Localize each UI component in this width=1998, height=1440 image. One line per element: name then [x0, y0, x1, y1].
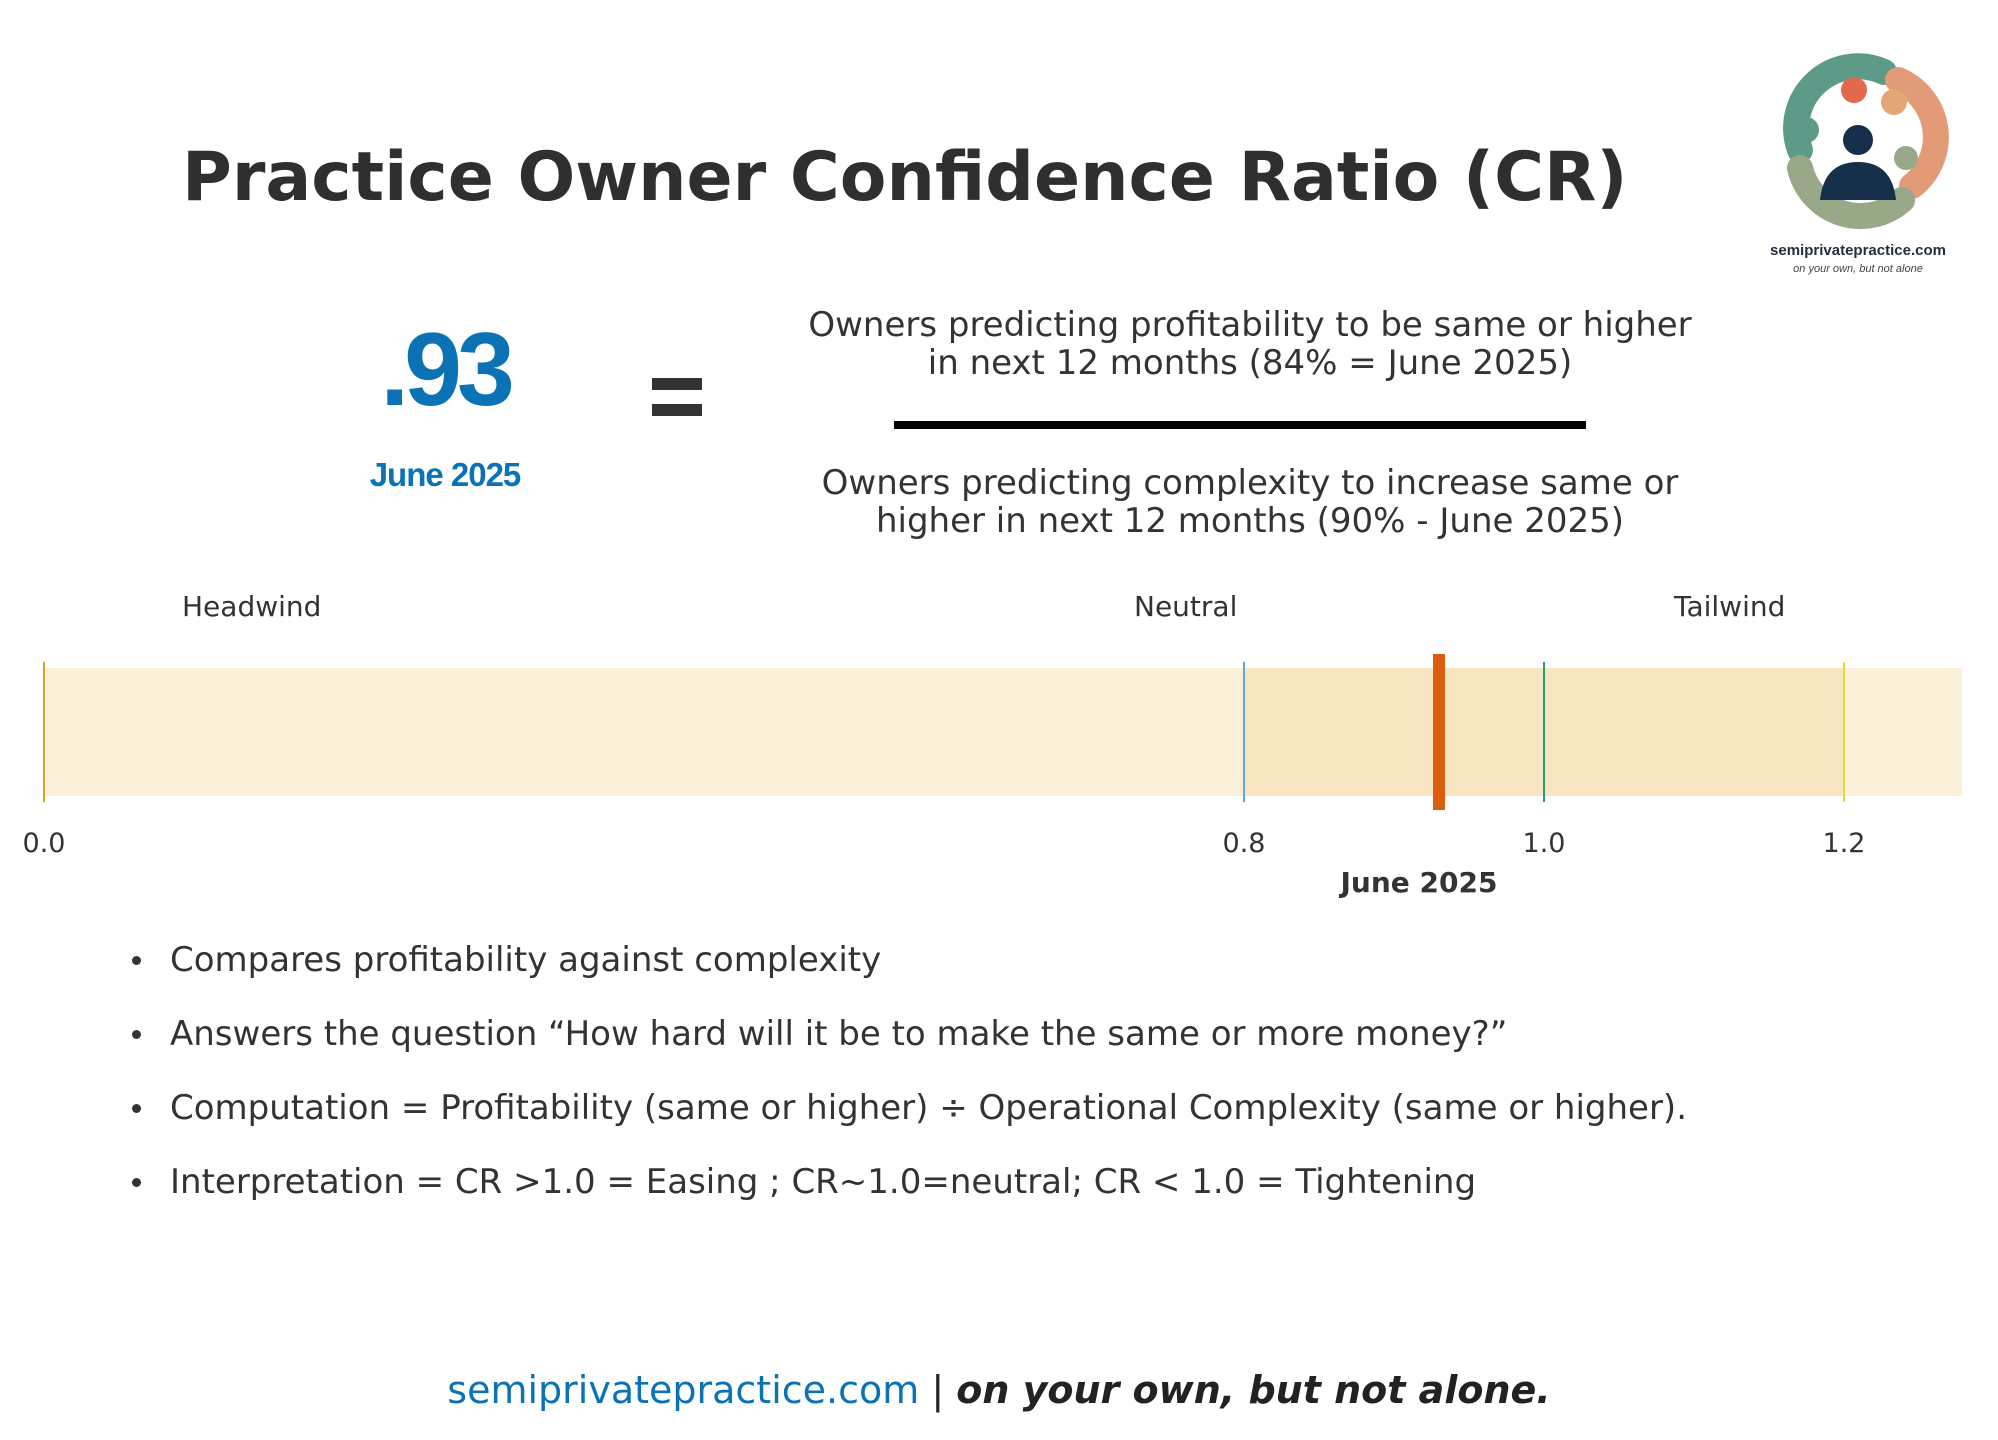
- gauge-marker-label: June 2025: [1339, 866, 1498, 899]
- denominator-line-1: Owners predicting complexity to increase…: [821, 463, 1679, 503]
- ratio-value: .93: [380, 312, 515, 428]
- equals-sign: [652, 378, 702, 416]
- footer: semiprivatepractice.com | on your own, b…: [0, 1368, 1998, 1412]
- ratio-date: June 2025: [369, 456, 522, 493]
- bullet-dot-icon: [132, 956, 141, 965]
- gauge-tick-label: 1.2: [1823, 828, 1866, 859]
- bullet-item: Computation = Profitability (same or hig…: [130, 1088, 1687, 1162]
- bullet-item: Answers the question “How hard will it b…: [130, 1014, 1687, 1088]
- fraction-denominator: Owners predicting complexity to increase…: [760, 464, 1740, 540]
- bullet-list: Compares profitability against complexit…: [130, 940, 1687, 1236]
- bullet-dot-icon: [132, 1030, 141, 1039]
- footer-separator: |: [919, 1368, 957, 1412]
- logo: semiprivatepractice.com on your own, but…: [1752, 50, 1964, 290]
- confidence-gauge: 0.00.81.01.21.5June 2025: [23, 654, 1962, 899]
- numerator-line-2: in next 12 months (84% = June 2025): [927, 343, 1573, 383]
- page-title: Practice Owner Confidence Ratio (CR): [182, 138, 1628, 217]
- gauge-tick-label: 1.0: [1523, 828, 1566, 859]
- fraction-bar: [894, 421, 1586, 429]
- logo-site-text: semiprivatepractice.com: [1770, 242, 1946, 259]
- fraction-numerator: Owners predicting profitability to be sa…: [760, 306, 1740, 382]
- footer-site-link[interactable]: semiprivatepractice.com: [447, 1368, 920, 1412]
- bullet-dot-icon: [132, 1178, 141, 1187]
- bullet-text: Answers the question “How hard will it b…: [170, 1014, 1508, 1054]
- bullet-text: Computation = Profitability (same or hig…: [170, 1088, 1688, 1128]
- bullet-text: Interpretation = CR >1.0 = Easing ; CR~1…: [170, 1162, 1477, 1202]
- logo-tagline: on your own, but not alone: [1793, 263, 1923, 275]
- footer-tagline: on your own, but not alone.: [956, 1368, 1551, 1412]
- gauge-tick-label: 0.8: [1223, 828, 1266, 859]
- gauge-band: [44, 668, 1244, 796]
- bullet-text: Compares profitability against complexit…: [170, 940, 882, 980]
- bullet-item: Interpretation = CR >1.0 = Easing ; CR~1…: [130, 1162, 1687, 1236]
- bullet-item: Compares profitability against complexit…: [130, 940, 1687, 1014]
- gauge-marker: [1433, 654, 1445, 810]
- zone-label-neutral: Neutral: [1134, 590, 1238, 623]
- denominator-line-2: higher in next 12 months (90% - June 202…: [875, 501, 1625, 541]
- zone-label-headwind: Headwind: [182, 590, 322, 623]
- zone-label-tailwind: Tailwind: [1674, 590, 1786, 623]
- gauge-tick-label: 0.0: [23, 828, 66, 859]
- bullet-dot-icon: [132, 1104, 141, 1113]
- gauge-band: [1844, 668, 1962, 796]
- numerator-line-1: Owners predicting profitability to be sa…: [808, 305, 1692, 345]
- logo-people-icon: [1783, 53, 1949, 230]
